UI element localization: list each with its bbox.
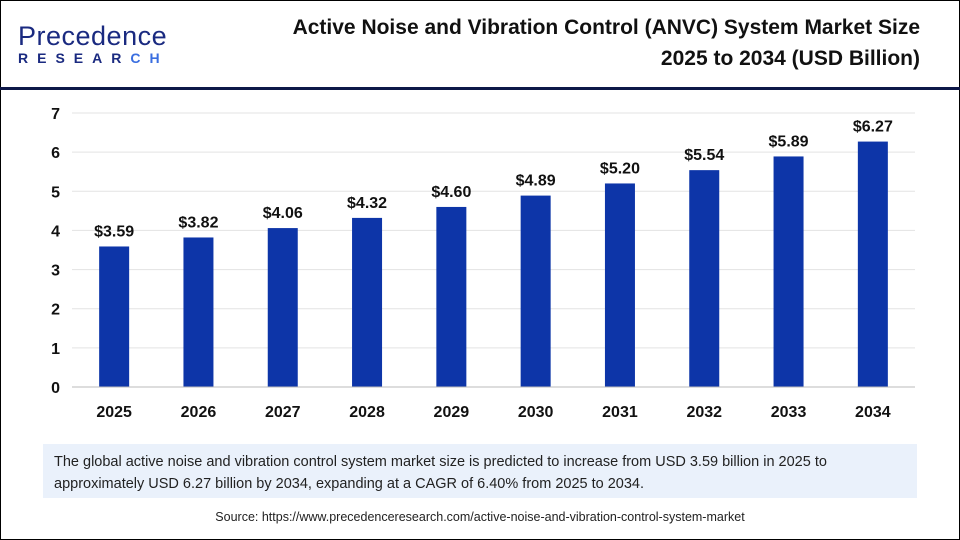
y-tick-label: 5 — [51, 184, 60, 201]
y-tick-label: 4 — [51, 223, 60, 240]
data-label: $4.89 — [516, 173, 556, 190]
bar-2027 — [267, 228, 298, 387]
x-tick-label: 2026 — [181, 404, 217, 421]
data-label: $6.27 — [853, 119, 893, 136]
bar-2025 — [99, 246, 130, 387]
y-tick-label: 0 — [51, 380, 60, 397]
x-tick-label: 2029 — [434, 404, 470, 421]
x-tick-label: 2027 — [265, 404, 301, 421]
data-label: $4.60 — [431, 184, 471, 201]
y-tick-label: 6 — [51, 145, 60, 162]
x-tick-label: 2031 — [602, 404, 638, 421]
data-label: $4.32 — [347, 195, 387, 212]
y-tick-label: 3 — [51, 263, 60, 280]
y-tick-label: 2 — [51, 302, 60, 319]
y-tick-label: 1 — [51, 341, 60, 358]
source-text: Source: https://www.precedenceresearch.c… — [215, 510, 745, 524]
data-label: $4.06 — [263, 205, 303, 222]
x-tick-label: 2025 — [96, 404, 132, 421]
x-tick-label: 2030 — [518, 404, 554, 421]
bar-2026 — [183, 237, 214, 387]
data-label: $5.54 — [684, 147, 724, 164]
title-line-1: Active Noise and Vibration Control (ANVC… — [292, 16, 920, 39]
title-line-2: 2025 to 2034 (USD Billion) — [660, 47, 920, 70]
logo-text: recedence — [36, 21, 168, 51]
data-label: $5.20 — [600, 160, 640, 177]
logo-subtext: RESEAR — [18, 50, 131, 66]
bar-2033 — [773, 156, 804, 387]
bar-2032 — [689, 170, 720, 387]
chart-title: Active Noise and Vibration Control (ANVC… — [200, 12, 920, 74]
data-label: $3.82 — [178, 214, 218, 231]
bar-2034 — [857, 141, 888, 387]
x-tick-label: 2032 — [686, 404, 722, 421]
x-tick-label: 2028 — [349, 404, 385, 421]
summary-box: The global active noise and vibration co… — [43, 444, 917, 498]
data-label: $3.59 — [94, 223, 134, 240]
precedence-research-logo: Precedence RESEARCH — [18, 21, 167, 66]
bar-2030 — [520, 195, 551, 387]
logo-letter: P — [18, 21, 37, 51]
bar-2028 — [352, 217, 383, 387]
logo-subtext-accent: CH — [130, 50, 169, 66]
bar-2029 — [436, 206, 467, 387]
x-tick-label: 2033 — [771, 404, 807, 421]
data-label: $5.89 — [769, 133, 809, 150]
y-tick-label: 7 — [51, 106, 60, 123]
x-tick-label: 2034 — [855, 404, 891, 421]
bar-2031 — [604, 183, 635, 387]
header-divider — [0, 87, 960, 90]
